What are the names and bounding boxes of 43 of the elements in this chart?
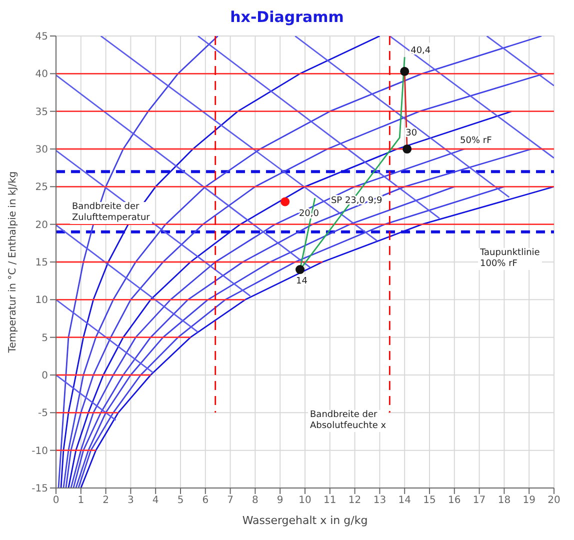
annotation: 40,4 (410, 46, 431, 56)
annotation: Bandbreite der Absolutfeuchte x (308, 410, 388, 432)
y-tick-label: 35 (35, 106, 48, 118)
x-tick-label: 0 (52, 495, 60, 506)
y-tick-label: -5 (38, 408, 48, 420)
x-tick-label: 4 (152, 495, 159, 506)
x-tick-label: 19 (522, 495, 536, 506)
y-tick-label: -10 (32, 446, 48, 457)
y-tick-label: 15 (35, 258, 48, 269)
y-tick-label: 20 (35, 220, 48, 231)
y-tick-label: 30 (35, 144, 48, 156)
annotation: Taupunktlinie 100% rF (478, 248, 542, 270)
x-tick-label: 8 (252, 495, 258, 506)
y-tick-label: 0 (42, 370, 48, 382)
x-tick-label: 5 (177, 495, 184, 506)
y-tick-label: 5 (42, 332, 48, 344)
x-tick-label: 12 (348, 495, 362, 506)
y-tick-label: 25 (35, 182, 48, 194)
y-axis-title: Temperatur in °C / Enthalpie in kJ/kg (8, 171, 19, 354)
x-tick-label: 15 (423, 495, 436, 506)
annotation: 50% rF (458, 136, 494, 147)
x-tick-label: 20 (548, 495, 560, 506)
x-tick-label: 3 (128, 495, 134, 506)
y-tick-label: -15 (32, 484, 48, 495)
annotation: Bandbreite der Zulufttemperatur (70, 202, 152, 224)
x-tick-label: 18 (498, 495, 511, 506)
y-tick-label: 10 (35, 295, 48, 306)
chart-title: hx-Diagramm (229, 8, 345, 28)
x-tick-label: 11 (324, 495, 336, 506)
x-tick-label: 13 (373, 495, 386, 506)
x-axis-title: Wassergehalt x in g/kg (242, 514, 368, 527)
x-tick-label: 1 (78, 495, 84, 506)
x-tick-label: 10 (298, 495, 312, 506)
x-tick-label: 6 (202, 495, 209, 506)
x-tick-label: 9 (276, 495, 284, 506)
x-tick-label: 7 (227, 495, 234, 506)
x-tick-label: 16 (448, 495, 461, 506)
annotation: 14 (296, 276, 308, 287)
x-tick-label: 14 (398, 495, 411, 506)
y-tick-label: 45 (35, 32, 48, 43)
y-tick-label: 40 (35, 69, 48, 80)
x-tick-label: 2 (102, 495, 109, 506)
x-tick-label: 17 (472, 495, 486, 506)
